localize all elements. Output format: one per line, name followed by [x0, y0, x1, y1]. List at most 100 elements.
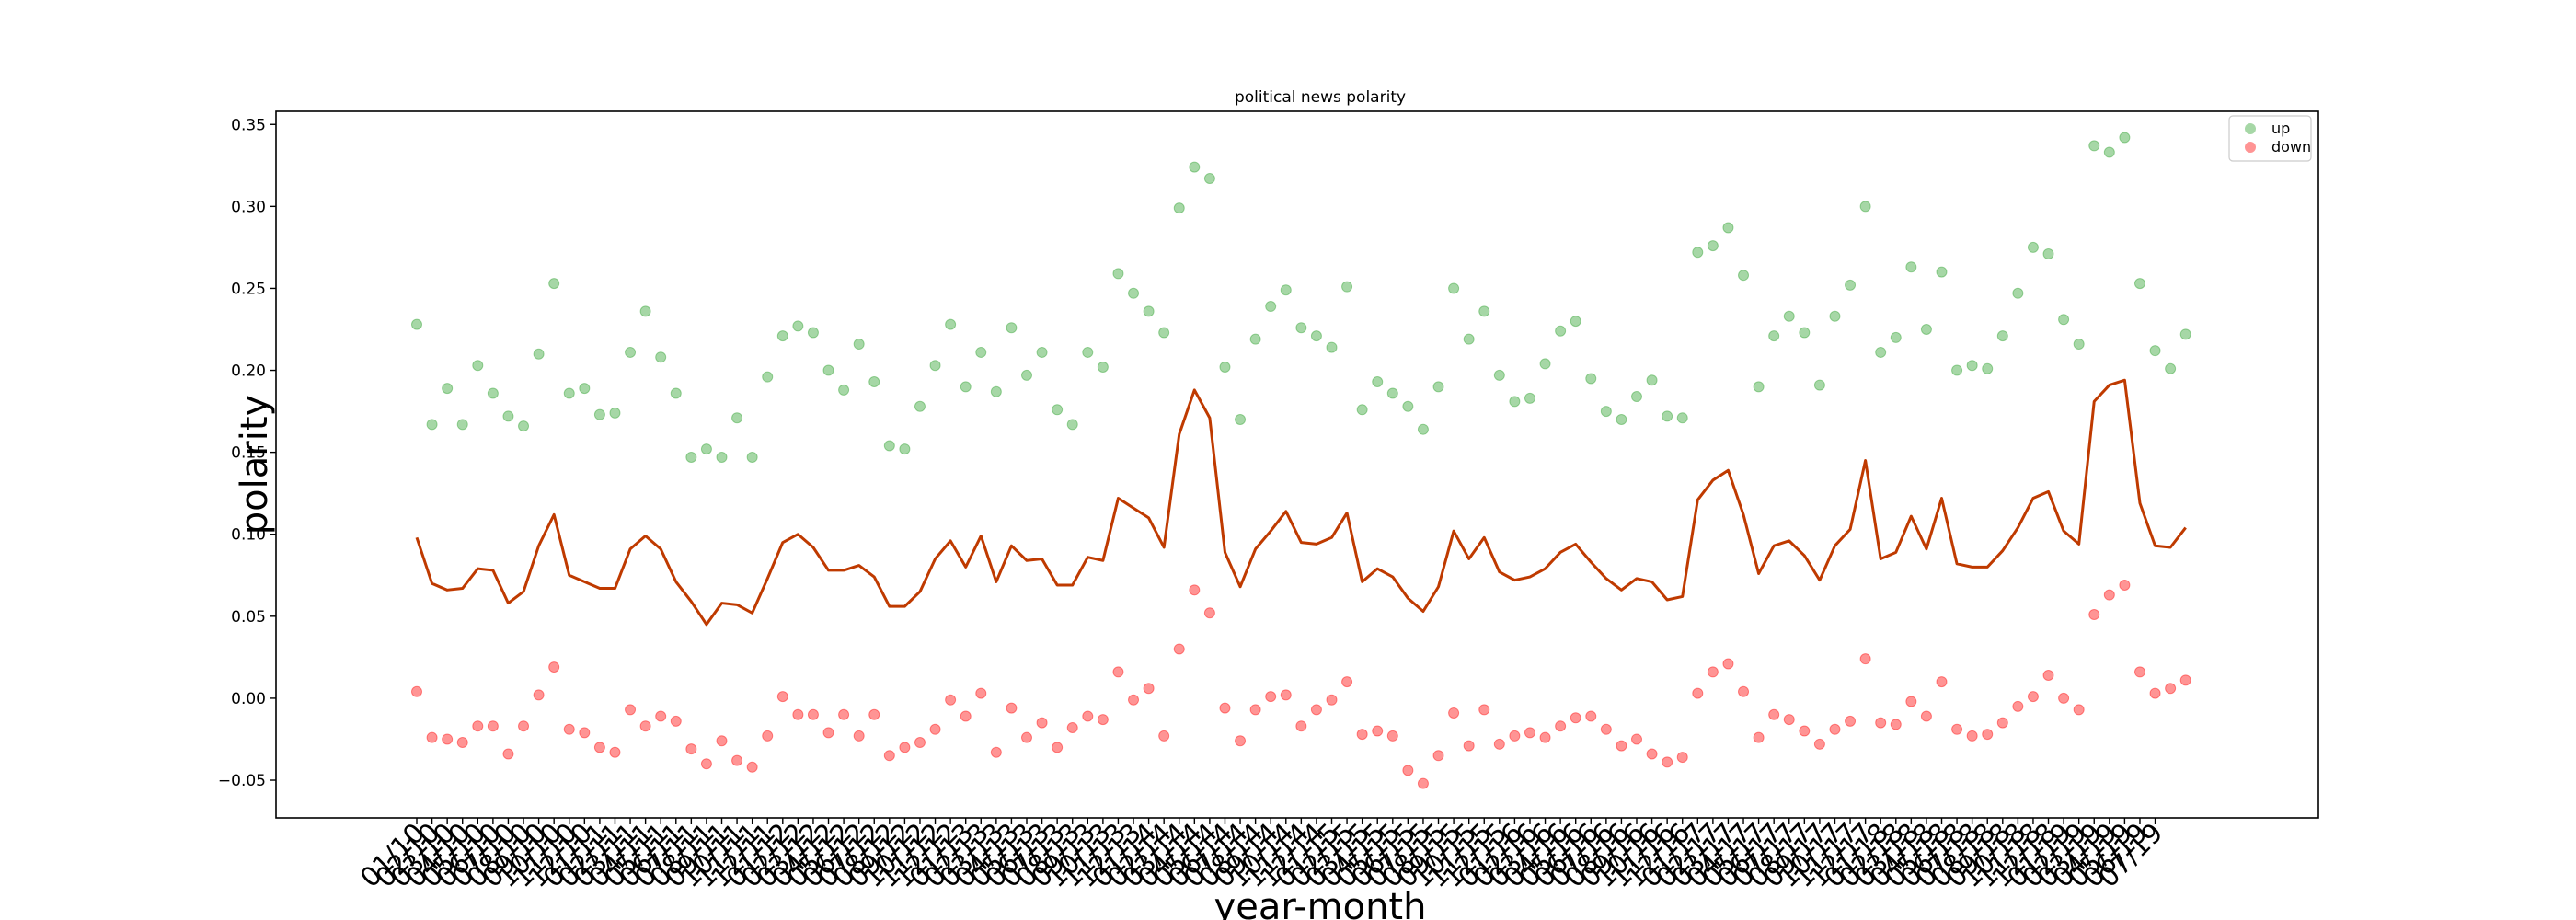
down-point: [1372, 725, 1384, 737]
down-series: [411, 579, 2191, 789]
up-point: [456, 419, 468, 431]
down-point: [868, 708, 880, 720]
up-point: [1143, 305, 1155, 317]
up-point: [1966, 360, 1978, 372]
up-point: [1219, 361, 1231, 373]
up-point: [1783, 310, 1795, 322]
down-point: [563, 723, 575, 735]
up-point: [1189, 161, 1201, 173]
down-point: [1463, 740, 1475, 752]
down-point: [1356, 729, 1368, 741]
up-point: [2179, 328, 2191, 340]
down-point: [929, 723, 941, 735]
down-point: [1646, 748, 1658, 760]
up-point: [807, 327, 819, 339]
down-point: [838, 708, 850, 720]
up-point: [700, 443, 712, 455]
up-point: [1722, 222, 1734, 234]
down-point: [1676, 752, 1688, 764]
down-point: [1036, 717, 1048, 729]
up-point: [1280, 284, 1292, 296]
down-point: [1875, 717, 1887, 729]
down-point: [1082, 710, 1094, 722]
up-point: [1372, 376, 1384, 388]
up-point: [1662, 410, 1673, 422]
up-point: [1235, 413, 1247, 425]
down-point: [1753, 731, 1765, 743]
down-point: [1890, 719, 1902, 730]
up-point: [1875, 346, 1887, 358]
down-point: [1905, 696, 1917, 707]
down-point: [1616, 740, 1627, 752]
legend-up-marker: [2245, 123, 2256, 134]
up-point: [746, 451, 758, 463]
down-point: [731, 754, 743, 766]
up-point: [914, 400, 926, 412]
down-point: [716, 735, 728, 747]
y-tick-label: 0.00: [231, 690, 266, 708]
down-point: [1662, 756, 1673, 768]
up-point: [579, 383, 591, 395]
up-point: [1066, 419, 1078, 431]
up-point: [945, 318, 957, 330]
down-point: [1341, 676, 1353, 688]
down-point: [2133, 666, 2145, 678]
down-point: [2042, 669, 2054, 681]
up-point: [518, 420, 530, 432]
up-point: [487, 387, 499, 399]
down-point: [1326, 694, 1338, 706]
down-point: [655, 710, 667, 722]
down-point: [1417, 777, 1429, 789]
down-point: [1097, 714, 1109, 726]
down-point: [1158, 730, 1170, 742]
down-point: [1600, 723, 1612, 735]
down-point: [411, 685, 422, 697]
up-point: [1951, 364, 1963, 376]
legend-down-label: down: [2271, 138, 2311, 155]
up-point: [2149, 345, 2161, 357]
up-point: [1448, 282, 1460, 294]
up-point: [762, 371, 774, 383]
up-point: [548, 278, 560, 290]
down-point: [593, 742, 605, 753]
down-point: [1829, 723, 1841, 735]
down-point: [487, 720, 499, 732]
up-point: [472, 360, 484, 372]
down-point: [1265, 691, 1277, 703]
up-point: [625, 346, 637, 358]
up-point: [1646, 374, 1658, 386]
up-point: [1082, 346, 1094, 358]
down-point: [1386, 730, 1398, 742]
up-point: [776, 330, 788, 342]
up-point: [1936, 266, 1948, 278]
up-point: [1021, 369, 1032, 381]
x-axis-label: year-month: [1214, 886, 1427, 920]
up-point: [563, 387, 575, 399]
up-point: [1799, 327, 1811, 339]
down-point: [533, 689, 545, 701]
up-point: [822, 364, 834, 376]
up-point: [975, 346, 987, 358]
up-point: [1920, 323, 1932, 335]
mean-series: [415, 378, 2187, 627]
legend-down-marker: [2245, 142, 2256, 153]
up-point: [1570, 316, 1581, 328]
up-point: [1692, 247, 1704, 259]
up-point: [1753, 381, 1765, 393]
up-point: [685, 451, 697, 463]
y-tick-label: 0.20: [231, 362, 266, 381]
down-point: [2027, 691, 2039, 703]
up-point: [1524, 392, 1535, 404]
up-point: [1813, 379, 1825, 391]
down-point: [548, 661, 560, 673]
down-point: [670, 715, 682, 727]
up-point: [838, 384, 850, 396]
up-point: [1432, 381, 1444, 393]
down-point: [960, 710, 972, 722]
down-point: [1738, 685, 1750, 697]
up-point: [2103, 146, 2115, 158]
x-axis: 01/1002/1003/1004/1005/1006/1007/1008/10…: [354, 817, 2169, 893]
up-point: [1006, 322, 1018, 334]
up-point: [716, 451, 728, 463]
